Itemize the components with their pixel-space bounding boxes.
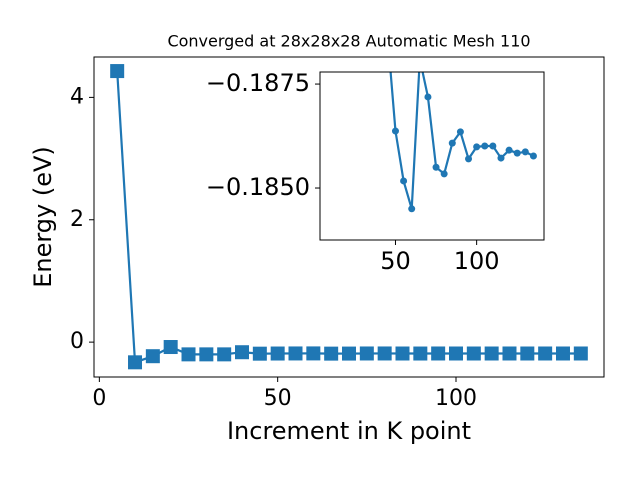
- marker: [448, 346, 463, 361]
- marker: [431, 346, 446, 361]
- marker: [456, 128, 464, 136]
- marker: [288, 346, 303, 361]
- plot-area: [110, 64, 588, 370]
- marker: [538, 346, 553, 361]
- marker: [217, 347, 232, 362]
- marker: [128, 355, 143, 370]
- marker: [400, 177, 408, 185]
- y-tick-label: 4: [70, 84, 84, 109]
- plot-area: [389, 72, 537, 213]
- marker: [502, 346, 517, 361]
- marker: [481, 142, 489, 150]
- inset-background: [320, 72, 544, 240]
- marker: [145, 349, 160, 364]
- marker: [235, 345, 250, 360]
- marker: [377, 346, 392, 361]
- axes-frame: [93, 56, 605, 378]
- x-axis-label: Increment in K point: [227, 417, 471, 445]
- marker: [408, 205, 416, 213]
- y-tick-label: 0: [70, 329, 84, 354]
- marker: [395, 346, 410, 361]
- marker: [270, 346, 285, 361]
- marker: [306, 346, 321, 361]
- y-tick-label: −0.1875: [206, 69, 310, 97]
- marker: [497, 154, 505, 162]
- marker: [199, 347, 214, 362]
- marker: [465, 155, 473, 163]
- marker: [440, 170, 448, 178]
- marker: [573, 346, 588, 361]
- marker: [413, 346, 428, 361]
- marker: [513, 149, 521, 157]
- x-tick-label: 100: [454, 247, 500, 275]
- chart-title: Converged at 28x28x28 Automatic Mesh 110: [167, 32, 530, 51]
- marker: [466, 346, 481, 361]
- marker: [529, 152, 537, 160]
- marker: [181, 347, 196, 362]
- x-tick-label: 100: [435, 386, 477, 411]
- marker: [359, 346, 374, 361]
- marker: [163, 340, 178, 355]
- x-tick-label: 50: [380, 247, 411, 275]
- marker: [520, 346, 535, 361]
- marker: [324, 346, 339, 361]
- marker: [252, 346, 267, 361]
- marker: [432, 163, 440, 171]
- marker: [448, 139, 456, 147]
- marker: [473, 143, 481, 151]
- marker: [521, 148, 529, 156]
- y-tick-label: 2: [70, 207, 84, 232]
- marker: [555, 346, 570, 361]
- x-tick-label: 50: [264, 386, 292, 411]
- marker: [484, 346, 499, 361]
- axes-frame: [319, 71, 545, 241]
- marker: [505, 146, 513, 154]
- y-tick-label: −0.1850: [206, 173, 310, 201]
- marker: [489, 142, 497, 150]
- marker: [342, 346, 356, 361]
- y-axis-label: Energy (eV): [29, 146, 57, 288]
- marker: [424, 93, 432, 101]
- marker: [391, 127, 399, 135]
- marker: [110, 64, 125, 79]
- x-tick-label: 0: [92, 386, 106, 411]
